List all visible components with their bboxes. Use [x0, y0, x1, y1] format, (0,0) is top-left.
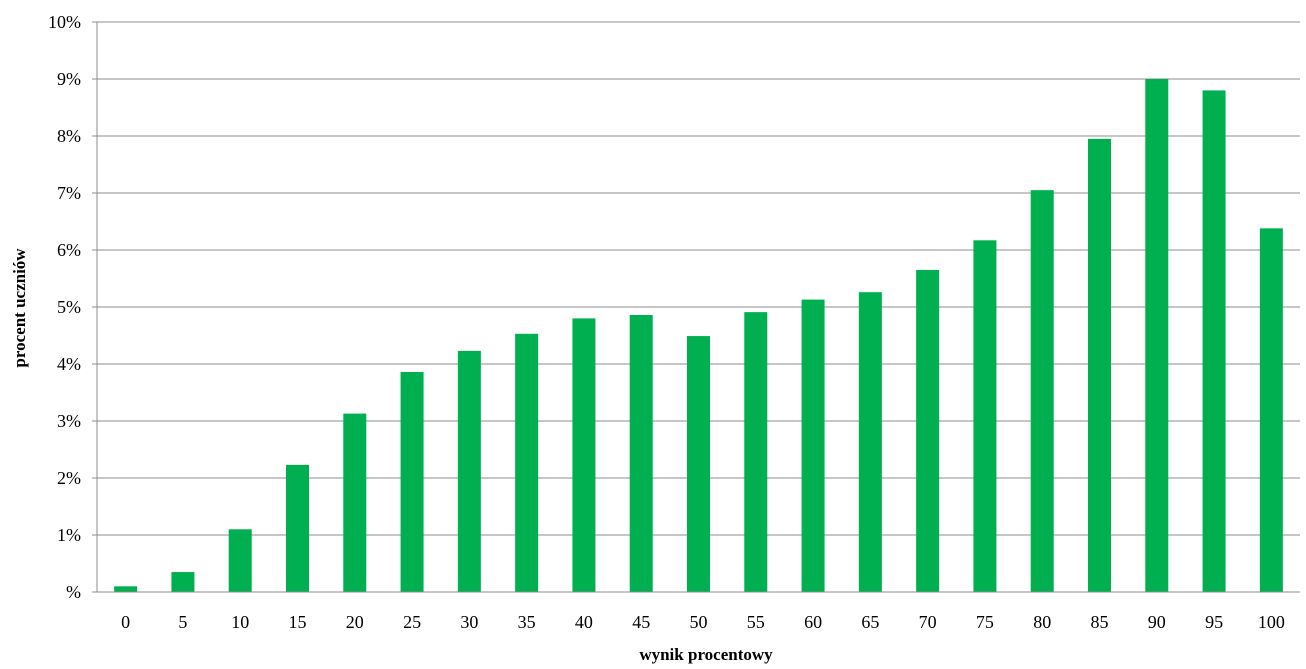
- x-tick-label: 65: [861, 612, 879, 632]
- axes: [92, 21, 1300, 593]
- x-tick-label: 90: [1148, 612, 1166, 632]
- x-axis-title: wynik procentowy: [639, 645, 773, 664]
- y-axis-title: procent uczniów: [10, 248, 29, 368]
- y-tick-label: 9%: [57, 69, 81, 89]
- bar-35: [515, 333, 539, 592]
- bar-60: [801, 299, 825, 592]
- x-tick-label: 20: [346, 612, 364, 632]
- y-tick-label: %: [66, 582, 81, 602]
- y-tick-label: 10%: [48, 12, 81, 32]
- y-tick-label: 4%: [57, 354, 81, 374]
- y-tick-label: 7%: [57, 183, 81, 203]
- x-tick-label: 95: [1205, 612, 1223, 632]
- bar-55: [744, 312, 768, 592]
- bar-20: [343, 413, 367, 592]
- bar-80: [1030, 190, 1054, 592]
- y-tick-label: 5%: [57, 297, 81, 317]
- bar-30: [457, 350, 481, 592]
- x-tick-label: 35: [518, 612, 536, 632]
- x-tick-label: 60: [804, 612, 822, 632]
- x-tick-label: 80: [1033, 612, 1051, 632]
- x-tick-label: 45: [632, 612, 650, 632]
- bar-90: [1145, 79, 1169, 592]
- bar-65: [858, 292, 882, 592]
- x-tick-label: 55: [747, 612, 765, 632]
- x-tick-label: 40: [575, 612, 593, 632]
- bar-45: [629, 314, 653, 592]
- bar-85: [1088, 138, 1111, 592]
- x-tick-label: 30: [460, 612, 478, 632]
- x-tick-label: 25: [403, 612, 421, 632]
- bar-70: [916, 269, 940, 592]
- bars: [114, 79, 1283, 593]
- bar-10: [228, 529, 252, 592]
- y-tick-labels: % 1% 2% 3% 4% 5% 6% 7% 8% 9% 10%: [48, 12, 81, 602]
- bar-95: [1202, 90, 1226, 593]
- bar-50: [687, 336, 710, 592]
- bar-15: [286, 464, 309, 592]
- x-tick-label: 75: [976, 612, 994, 632]
- bar-40: [572, 318, 596, 592]
- y-tick-label: 8%: [57, 126, 81, 146]
- y-tick-label: 2%: [57, 468, 81, 488]
- x-tick-label: 100: [1258, 612, 1285, 632]
- bar-25: [400, 371, 424, 592]
- x-tick-label: 15: [289, 612, 307, 632]
- bar-5: [171, 572, 195, 592]
- bar-0: [114, 586, 138, 592]
- x-tick-label: 0: [121, 612, 130, 632]
- y-tick-label: 6%: [57, 240, 81, 260]
- x-tick-label: 85: [1091, 612, 1109, 632]
- y-tick-label: 3%: [57, 411, 81, 431]
- x-tick-label: 10: [231, 612, 249, 632]
- x-tick-label: 50: [690, 612, 708, 632]
- x-tick-label: 5: [178, 612, 187, 632]
- bar-100: [1259, 228, 1283, 592]
- bar-75: [973, 240, 997, 592]
- x-tick-labels: 0 5 10 15 20 25 30 35 40 45 50 55 60 65 70 75 80 85 90 95 10…: [121, 612, 1285, 632]
- x-tick-label: 70: [919, 612, 937, 632]
- y-tick-label: 1%: [57, 525, 81, 545]
